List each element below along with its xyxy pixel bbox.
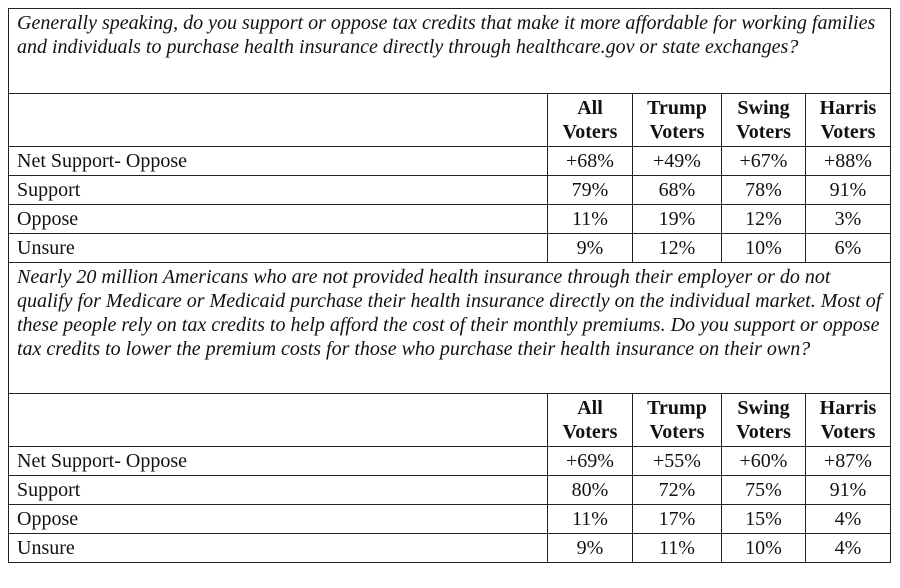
value-cell: 11% (547, 504, 633, 534)
row-label: Unsure (8, 233, 548, 263)
column-header: Swing Voters (721, 393, 806, 447)
data-row: Unsure 9% 12% 10% 6% (8, 233, 892, 263)
value-cell: +87% (804, 446, 892, 476)
question: Nearly 20 million Americans who are not … (7, 262, 892, 394)
value-cell: 72% (632, 475, 722, 505)
table-body: Generally speaking, do you support or op… (7, 8, 892, 563)
value-cell: 15% (721, 504, 806, 534)
value-cell: 17% (632, 504, 722, 534)
row-label: Oppose (8, 204, 548, 234)
column-header: All Voters (547, 393, 633, 447)
header-row: All Voters Trump Voters Swing Voters Harris… (8, 393, 892, 447)
header-blank (8, 93, 548, 147)
data-row: Oppose 11% 17% 15% 4% (8, 504, 892, 534)
value-cell: 12% (632, 233, 722, 263)
value-cell: 79% (547, 175, 633, 205)
row-label: Oppose (8, 504, 548, 534)
value-cell: 10% (721, 533, 806, 563)
data-row: Oppose 11% 19% 12% 3% (8, 204, 892, 234)
value-cell: 91% (804, 175, 892, 205)
survey-table: Generally speaking, do you support or op… (7, 8, 892, 563)
value-cell: +67% (721, 146, 806, 176)
value-cell: 3% (804, 204, 892, 234)
data-row: Support 79% 68% 78% 91% (8, 175, 892, 205)
value-cell: +55% (632, 446, 722, 476)
value-cell: 11% (547, 204, 633, 234)
question-row: Nearly 20 million Americans who are not … (7, 262, 892, 394)
value-cell: 19% (632, 204, 722, 234)
value-cell: 78% (721, 175, 806, 205)
row-label: Net Support- Oppose (8, 446, 548, 476)
value-cell: +60% (721, 446, 806, 476)
row-label: Support (8, 175, 548, 205)
data-row: Support 80% 72% 75% 91% (8, 475, 892, 505)
data-row: Unsure 9% 11% 10% 4% (8, 533, 892, 563)
row-label: Net Support- Oppose (8, 146, 548, 176)
value-cell: +69% (547, 446, 633, 476)
value-cell: 11% (632, 533, 722, 563)
column-header: Trump Voters (632, 93, 722, 147)
column-header: All Voters (547, 93, 633, 147)
value-cell: 9% (547, 233, 633, 263)
value-cell: 91% (804, 475, 892, 505)
column-header: Trump Voters (632, 393, 722, 447)
question-row: Generally speaking, do you support or op… (7, 8, 892, 94)
header-blank (8, 393, 548, 447)
value-cell: +88% (804, 146, 892, 176)
value-cell: 10% (721, 233, 806, 263)
column-header: Swing Voters (721, 93, 806, 147)
column-header: Harris Voters (804, 93, 892, 147)
value-cell: 4% (804, 504, 892, 534)
value-cell: 6% (804, 233, 892, 263)
row-label: Unsure (8, 533, 548, 563)
value-cell: 75% (721, 475, 806, 505)
value-cell: +68% (547, 146, 633, 176)
data-row: Net Support- Oppose +68% +49% +67% +88% (8, 146, 892, 176)
value-cell: +49% (632, 146, 722, 176)
value-cell: 80% (547, 475, 633, 505)
data-row: Net Support- Oppose +69% +55% +60% +87% (8, 446, 892, 476)
value-cell: 9% (547, 533, 633, 563)
value-cell: 68% (632, 175, 722, 205)
row-label: Support (8, 475, 548, 505)
question: Generally speaking, do you support or op… (7, 8, 892, 94)
value-cell: 12% (721, 204, 806, 234)
value-cell: 4% (804, 533, 892, 563)
header-row: All Voters Trump Voters Swing Voters Harris… (8, 93, 892, 147)
column-header: Harris Voters (804, 393, 892, 447)
